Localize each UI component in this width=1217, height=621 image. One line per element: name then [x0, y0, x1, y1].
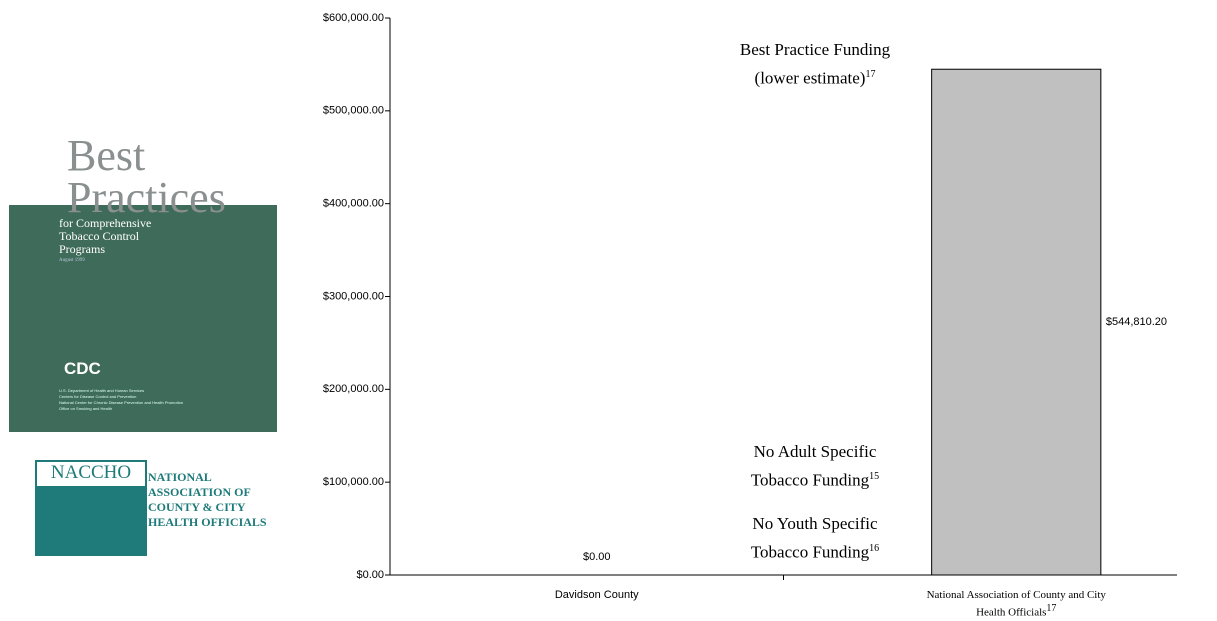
- cdc-logo: CDC: [64, 359, 101, 378]
- cover-date: August 1999: [59, 258, 85, 263]
- naccho-name-line: NATIONAL: [148, 470, 212, 484]
- y-tick-label: $600,000.00: [323, 12, 384, 24]
- x-tick-label: Davidson County: [507, 589, 687, 602]
- naccho-acronym: NACCHO: [50, 462, 132, 483]
- y-tick-label: $200,000.00: [323, 383, 384, 395]
- cover-subtitle-line: Tobacco Control: [59, 229, 140, 243]
- annotation-line: (lower estimate)17: [754, 68, 876, 88]
- y-tick-label: $300,000.00: [323, 290, 384, 302]
- y-tick-label: $0.00: [356, 569, 384, 581]
- value-label: $544,810.20: [1106, 316, 1167, 328]
- naccho-name-line: HEALTH OFFICIALS: [148, 515, 267, 529]
- annotation-sup: 15: [869, 471, 880, 482]
- naccho-name: NATIONAL ASSOCIATION OF COUNTY & CITY HE…: [148, 470, 267, 530]
- annotation-line: Best Practice Funding: [739, 40, 891, 59]
- cover-panel: [9, 205, 277, 432]
- fine-print-line: Office on Smoking and Health: [59, 406, 113, 411]
- fine-print-line: National Center for Chronic Disease Prev…: [59, 400, 184, 405]
- cover-fine-print: U.S. Department of Health and Human Serv…: [59, 388, 183, 412]
- fine-print-line: U.S. Department of Health and Human Serv…: [59, 388, 145, 393]
- cover-title: Best: [67, 131, 146, 180]
- annotation: Best Practice Funding (lower estimate)17: [685, 37, 945, 91]
- category-text: Davidson County: [554, 589, 639, 601]
- annotation: No Youth Specific Tobacco Funding16: [685, 511, 945, 565]
- cover-subtitle-line: Programs: [59, 242, 105, 256]
- y-tick-label: $500,000.00: [323, 105, 384, 117]
- x-tick-label: National Association of County and City …: [926, 589, 1106, 620]
- category-text: National Association of County and City …: [926, 589, 1106, 619]
- cover-subtitle-line: for Comprehensive: [59, 216, 152, 230]
- annotation-line: No Youth Specific: [752, 514, 878, 533]
- value-label: $0.00: [583, 551, 611, 563]
- naccho-name-line: ASSOCIATION OF: [148, 485, 251, 499]
- y-tick-label: $400,000.00: [323, 198, 384, 210]
- annotation: No Adult Specific Tobacco Funding15: [685, 439, 945, 493]
- naccho-map: [37, 486, 145, 554]
- y-tick-label: $100,000.00: [323, 476, 384, 488]
- annotation-sup: 16: [869, 543, 880, 554]
- bar: [931, 68, 1102, 576]
- naccho-logo: NACCHO: [35, 460, 147, 556]
- annotation-line: Tobacco Funding15: [750, 470, 880, 490]
- annotation-line: No Adult Specific: [753, 442, 877, 461]
- book-cover: Best Practices for Comprehensive Tobacco…: [9, 95, 277, 432]
- annotation-sup: 17: [865, 69, 876, 80]
- naccho-name-line: COUNTY & CITY: [148, 500, 246, 514]
- cover-title: Practices: [67, 173, 226, 222]
- category-sup: 17: [1046, 603, 1057, 614]
- cover-subtitle: for Comprehensive Tobacco Control Progra…: [59, 217, 151, 266]
- fine-print-line: Centers for Disease Control and Preventi…: [59, 394, 137, 399]
- annotation-line: Tobacco Funding16: [750, 542, 880, 562]
